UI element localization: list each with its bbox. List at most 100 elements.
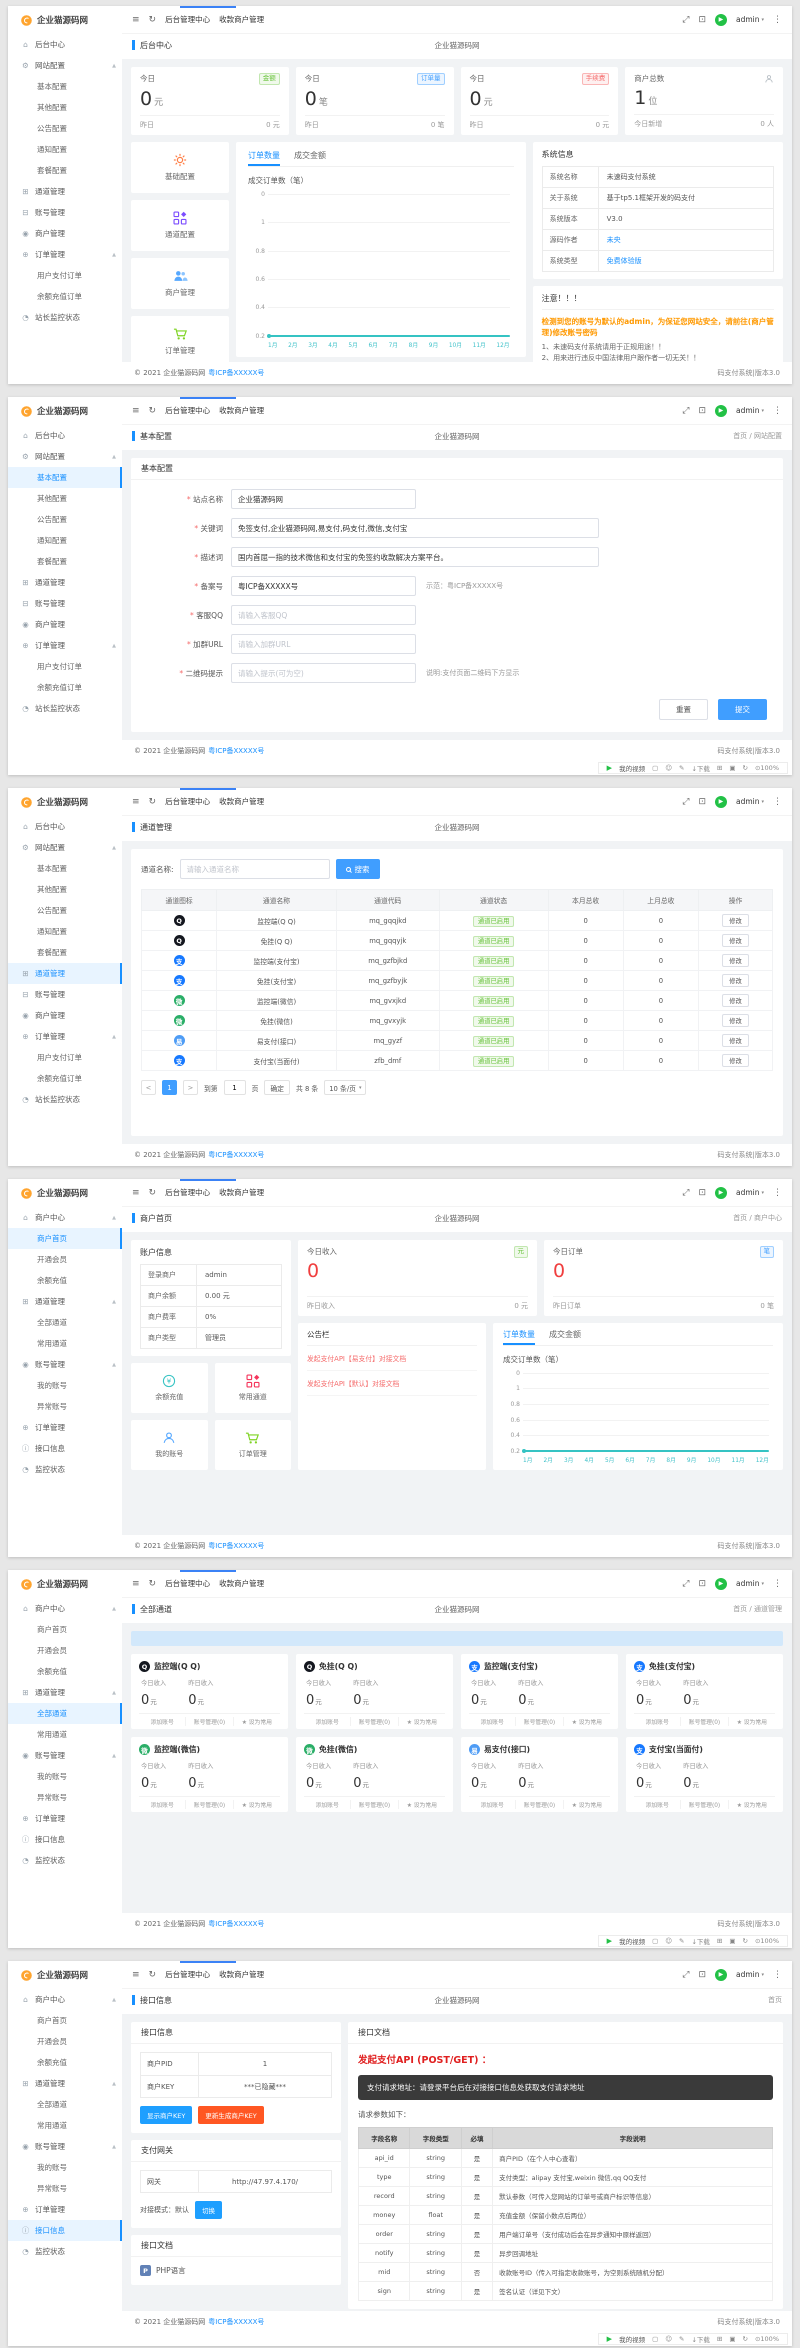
kebab-menu-icon[interactable]: ⋮ bbox=[773, 14, 782, 25]
sidebar-item[interactable]: ◉ 商户管理 bbox=[8, 1005, 122, 1026]
shortcut-recharge[interactable]: ¥ 余额充值 bbox=[131, 1363, 208, 1413]
confirm-jump-button[interactable]: 确定 bbox=[264, 1080, 290, 1095]
sidebar-item[interactable]: ⊕ 订单管理 bbox=[8, 2199, 122, 2220]
crumb-path[interactable]: 首页 / 网站配置 bbox=[733, 432, 782, 440]
crumb-path[interactable]: 首页 / 通道管理 bbox=[733, 1605, 782, 1613]
collapse-menu-icon[interactable]: ≡ bbox=[132, 796, 140, 807]
account-manage-link[interactable]: 账号管理(0) bbox=[516, 1717, 564, 1726]
sidebar-item[interactable]: 通知配置 bbox=[8, 530, 122, 551]
sidebar-item[interactable]: 全部通道 bbox=[8, 1703, 122, 1724]
sidebar-item[interactable]: 常用通道 bbox=[8, 2115, 122, 2136]
shortcut-merchant-manage[interactable]: 商户管理 bbox=[131, 257, 229, 309]
avatar[interactable]: ▶ bbox=[714, 13, 727, 26]
print-icon[interactable]: ⊞ bbox=[716, 764, 723, 772]
refresh-icon[interactable]: ↻ bbox=[148, 405, 157, 416]
brand-logo[interactable]: 企业猫源码网 bbox=[8, 788, 122, 816]
icp-link[interactable]: 粤ICP备XXXXX号 bbox=[208, 1920, 265, 1928]
show-key-button[interactable]: 显示商户KEY bbox=[140, 2106, 193, 2124]
recorder-label[interactable]: 我的视频 bbox=[619, 1938, 646, 1946]
tab-admin-center[interactable]: 后台管理中心 bbox=[165, 797, 211, 806]
set-common-link[interactable]: ★ 设为常用 bbox=[241, 1803, 272, 1809]
zoom-level[interactable]: ⊙100% bbox=[754, 2335, 779, 2343]
sidebar-item[interactable]: ⚙ 网站配置 ▲ bbox=[8, 446, 122, 467]
rotate-icon[interactable]: ↻ bbox=[742, 1937, 748, 1945]
account-manage-link[interactable]: 账号管理(0) bbox=[351, 1800, 399, 1809]
sidebar-item[interactable]: ⓘ 接口信息 bbox=[8, 2220, 122, 2241]
sidebar-item[interactable]: 通知配置 bbox=[8, 139, 122, 160]
rotate-icon[interactable]: ↻ bbox=[742, 2335, 748, 2343]
config-input[interactable] bbox=[231, 605, 416, 625]
sidebar-item[interactable]: ⊕ 订单管理 bbox=[8, 1808, 122, 1829]
tab-merchant-manage[interactable]: 收款商户管理 bbox=[219, 406, 265, 415]
jump-page-input[interactable] bbox=[223, 1080, 246, 1095]
icp-link[interactable]: 粤ICP备XXXXX号 bbox=[208, 369, 265, 377]
set-common-link[interactable]: ★ 设为常用 bbox=[736, 1803, 767, 1809]
sidebar-item[interactable]: 开通会员 bbox=[8, 1249, 122, 1270]
shortcut-basic-config[interactable]: 基础配置 bbox=[131, 141, 229, 193]
emoji-icon[interactable]: ☺ bbox=[665, 1937, 672, 1945]
lock-icon[interactable]: ⊡ bbox=[698, 1187, 706, 1198]
add-account-link[interactable]: 添加账号 bbox=[139, 1717, 187, 1726]
sidebar-item[interactable]: 基本配置 bbox=[8, 858, 122, 879]
sidebar-item[interactable]: 公告配置 bbox=[8, 900, 122, 921]
sidebar-item[interactable]: ⚙ 网站配置 ▲ bbox=[8, 837, 122, 858]
sidebar-item[interactable]: 开通会员 bbox=[8, 2031, 122, 2052]
icp-link[interactable]: 粤ICP备XXXXX号 bbox=[208, 747, 265, 755]
tab-merchant-manage[interactable]: 收款商户管理 bbox=[219, 15, 265, 24]
sidebar-item[interactable]: ⊟ 账号管理 bbox=[8, 202, 122, 223]
edit-icon[interactable]: ✎ bbox=[679, 1937, 685, 1945]
sidebar-item[interactable]: ⓘ 接口信息 bbox=[8, 1438, 122, 1459]
edit-icon[interactable]: ✎ bbox=[679, 764, 685, 772]
sidebar-item[interactable]: ◔ 监控状态 bbox=[8, 1850, 122, 1871]
sidebar-item[interactable]: ⊕ 订单管理 ▲ bbox=[8, 635, 122, 656]
panel-icon[interactable]: ▢ bbox=[652, 2335, 659, 2343]
collapse-menu-icon[interactable]: ≡ bbox=[132, 1578, 140, 1589]
set-common-link[interactable]: ★ 设为常用 bbox=[736, 1720, 767, 1726]
user-menu[interactable]: admin ▾ bbox=[736, 797, 764, 806]
recorder-label[interactable]: 我的视频 bbox=[619, 765, 646, 773]
user-menu[interactable]: admin ▾ bbox=[736, 15, 764, 24]
account-manage-link[interactable]: 账号管理(0) bbox=[681, 1800, 729, 1809]
shortcut-order-manage[interactable]: 订单管理 bbox=[214, 1420, 291, 1470]
sidebar-item[interactable]: ◔ 站长监控状态 bbox=[8, 698, 122, 719]
edit-button[interactable]: 修改 bbox=[722, 1014, 749, 1027]
sidebar-item[interactable]: 我的账号 bbox=[8, 2157, 122, 2178]
sidebar-item[interactable]: ◔ 监控状态 bbox=[8, 2241, 122, 2262]
crumb-path[interactable]: 首页 / 商户中心 bbox=[733, 1214, 782, 1222]
fullscreen-icon[interactable]: ⤢ bbox=[682, 14, 690, 25]
account-manage-link[interactable]: 账号管理(0) bbox=[681, 1717, 729, 1726]
sidebar-item[interactable]: ◉ 账号管理 ▲ bbox=[8, 1354, 122, 1375]
sidebar-item[interactable]: 余额充值 bbox=[8, 1661, 122, 1682]
sidebar-item[interactable]: ⊞ 通道管理 bbox=[8, 963, 122, 984]
sidebar-item[interactable]: ⓘ 接口信息 bbox=[8, 1829, 122, 1850]
sidebar-item[interactable]: 余额充值 bbox=[8, 1270, 122, 1291]
sidebar-item[interactable]: 商户首页 bbox=[8, 2010, 122, 2031]
config-input[interactable] bbox=[231, 518, 599, 538]
add-account-link[interactable]: 添加账号 bbox=[634, 1717, 682, 1726]
fullscreen-icon[interactable]: ⤢ bbox=[682, 1187, 690, 1198]
shortcut-common-channels[interactable]: 常用通道 bbox=[214, 1363, 291, 1413]
recorder-label[interactable]: 我的视频 bbox=[619, 2336, 646, 2344]
icp-link[interactable]: 粤ICP备XXXXX号 bbox=[208, 2318, 265, 2326]
tab-amount[interactable]: 成交金额 bbox=[549, 1329, 581, 1339]
sidebar-item[interactable]: 余额充值订单 bbox=[8, 677, 122, 698]
panel-icon[interactable]: ▢ bbox=[652, 1937, 659, 1945]
edit-icon[interactable]: ✎ bbox=[679, 2335, 685, 2343]
switch-mode-button[interactable]: 切换 bbox=[195, 2201, 222, 2219]
kebab-menu-icon[interactable]: ⋮ bbox=[773, 1969, 782, 1980]
kebab-menu-icon[interactable]: ⋮ bbox=[773, 796, 782, 807]
tab-merchant-manage[interactable]: 收款商户管理 bbox=[219, 1188, 265, 1197]
channel-search-input[interactable] bbox=[179, 859, 330, 879]
tab-merchant-manage[interactable]: 收款商户管理 bbox=[219, 1970, 265, 1979]
tab-merchant-manage[interactable]: 收款商户管理 bbox=[219, 1579, 265, 1588]
sidebar-item[interactable]: 全部通道 bbox=[8, 2094, 122, 2115]
account-manage-link[interactable]: 账号管理(0) bbox=[186, 1800, 234, 1809]
account-manage-link[interactable]: 账号管理(0) bbox=[351, 1717, 399, 1726]
user-menu[interactable]: admin ▾ bbox=[736, 1188, 764, 1197]
config-input[interactable] bbox=[231, 547, 599, 567]
collapse-menu-icon[interactable]: ≡ bbox=[132, 1187, 140, 1198]
sidebar-item[interactable]: 公告配置 bbox=[8, 118, 122, 139]
sidebar-item[interactable]: 基本配置 bbox=[8, 467, 122, 488]
sidebar-item[interactable]: 用户支付订单 bbox=[8, 265, 122, 286]
refresh-icon[interactable]: ↻ bbox=[148, 1187, 157, 1198]
